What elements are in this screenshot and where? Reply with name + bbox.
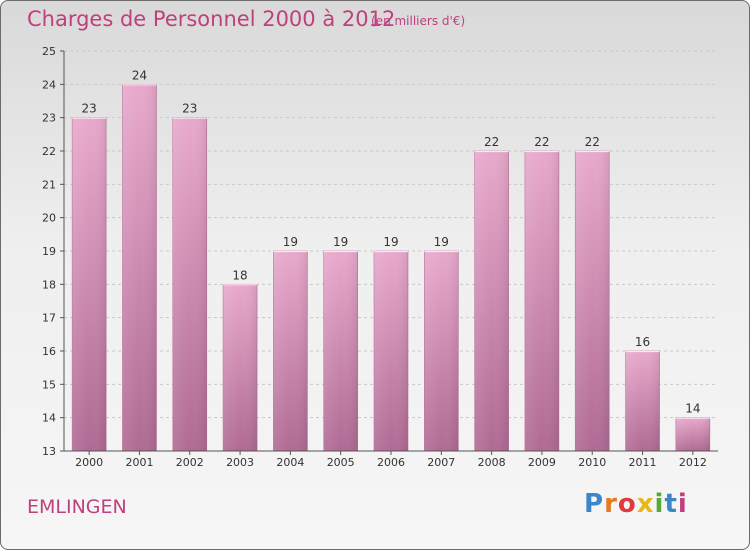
bar-shine <box>172 117 207 452</box>
data-label: 24 <box>132 68 147 82</box>
data-label: 18 <box>232 268 247 282</box>
data-label: 19 <box>333 235 348 249</box>
data-label: 19 <box>383 235 398 249</box>
chart-title: Charges de Personnel 2000 à 2012 <box>27 7 396 31</box>
y-tick-label: 20 <box>42 212 56 225</box>
x-tick-label: 2003 <box>226 456 254 469</box>
y-tick-label: 13 <box>42 445 56 458</box>
data-label: 19 <box>283 235 298 249</box>
logo-letter: P <box>584 489 605 519</box>
bar-shine <box>524 151 559 451</box>
bar-shine <box>575 151 610 451</box>
y-tick-label: 15 <box>42 378 56 391</box>
bar-shine <box>625 351 660 451</box>
proxiti-logo[interactable]: Proxiti <box>584 489 688 519</box>
bar-shine <box>223 284 258 451</box>
x-tick-label: 2000 <box>75 456 103 469</box>
y-tick-label: 14 <box>42 412 56 425</box>
chart-subtitle: (en milliers d'€) <box>371 14 466 28</box>
bar-shine <box>122 84 157 451</box>
x-tick-label: 2004 <box>276 456 304 469</box>
bar-shine <box>374 251 408 451</box>
y-tick-label: 24 <box>42 78 56 91</box>
logo-letter: i <box>677 489 688 519</box>
x-tick-label: 2005 <box>327 456 355 469</box>
y-tick-label: 25 <box>42 45 56 58</box>
logo-letter: o <box>617 489 637 519</box>
bar-shine <box>273 251 308 451</box>
logo-letter: t <box>664 489 678 519</box>
data-label: 23 <box>182 102 197 116</box>
data-label: 19 <box>434 235 449 249</box>
y-tick-label: 19 <box>42 245 56 258</box>
y-tick-label: 21 <box>42 178 56 191</box>
bar-shine <box>474 151 509 451</box>
y-tick-label: 18 <box>42 278 56 291</box>
logo-letter: i <box>654 489 665 519</box>
data-label: 22 <box>484 135 499 149</box>
data-label: 14 <box>685 402 700 416</box>
y-tick-label: 23 <box>42 112 56 125</box>
bar-shine <box>424 251 459 451</box>
x-tick-label: 2002 <box>176 456 204 469</box>
logo-letter: x <box>636 489 655 519</box>
bar-shine <box>323 251 358 451</box>
data-label: 16 <box>635 335 650 349</box>
x-tick-label: 2011 <box>629 456 657 469</box>
data-label: 22 <box>585 135 600 149</box>
x-tick-label: 2010 <box>578 456 606 469</box>
y-tick-label: 17 <box>42 312 56 325</box>
x-tick-label: 2009 <box>528 456 556 469</box>
x-tick-label: 2007 <box>427 456 455 469</box>
y-tick-label: 16 <box>42 345 56 358</box>
x-tick-label: 2001 <box>125 456 153 469</box>
x-tick-label: 2012 <box>679 456 707 469</box>
data-label: 23 <box>82 102 97 116</box>
logo-letter: r <box>604 489 618 519</box>
y-tick-label: 22 <box>42 145 56 158</box>
bar-shine <box>675 417 710 451</box>
x-tick-label: 2008 <box>478 456 506 469</box>
x-tick-label: 2006 <box>377 456 405 469</box>
data-label: 22 <box>534 135 549 149</box>
bar-shine <box>72 117 107 452</box>
place-name: EMLINGEN <box>27 496 127 518</box>
